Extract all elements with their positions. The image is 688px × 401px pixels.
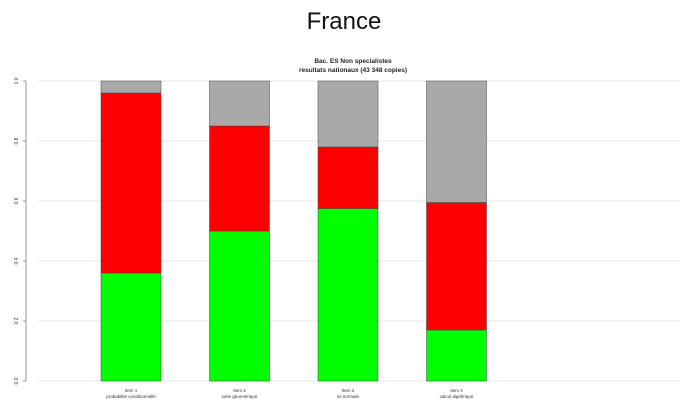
bar-segment — [426, 80, 487, 203]
bar-segment — [317, 146, 379, 209]
bars — [100, 80, 487, 382]
chart-title: Bac. ES Non specialistes — [314, 58, 392, 65]
bar-segment — [100, 80, 162, 94]
category-label: Item 1 — [125, 388, 138, 393]
bar-segment — [426, 202, 487, 331]
y-tick-label: 0.8 — [14, 137, 20, 144]
chart-subtitle: resultats nationaux (43 348 copies) — [299, 67, 407, 74]
category-sublabel: loi normale — [337, 394, 360, 399]
bar-segment — [209, 230, 270, 382]
y-tick-label: 0.4 — [14, 257, 20, 264]
category-sublabel: calcul algebrique — [440, 394, 474, 399]
bar-segment — [426, 329, 487, 382]
category-label: Item 3 — [342, 388, 355, 393]
bar-segment — [209, 80, 270, 127]
bar-segment — [209, 125, 270, 232]
category-label: Item 2 — [233, 388, 246, 393]
category-label: Item 4 — [450, 388, 463, 393]
bar-segment — [100, 272, 162, 382]
y-tick-label: 0.6 — [14, 197, 20, 204]
y-axis: 0.0 0.2 0.4 0.6 0.8 1.0 — [14, 77, 27, 384]
bar-segment — [317, 208, 379, 382]
bar-segment — [100, 92, 162, 274]
y-tick-label: 1.0 — [14, 77, 20, 84]
bar-segment — [317, 80, 379, 148]
page-title: France — [306, 8, 382, 35]
category-sublabel: suite geometrique — [222, 394, 258, 399]
y-tick-label: 0.2 — [14, 317, 20, 324]
y-tick-label: 0.0 — [14, 377, 20, 384]
category-sublabel: probabilite conditionnelle — [106, 394, 156, 399]
